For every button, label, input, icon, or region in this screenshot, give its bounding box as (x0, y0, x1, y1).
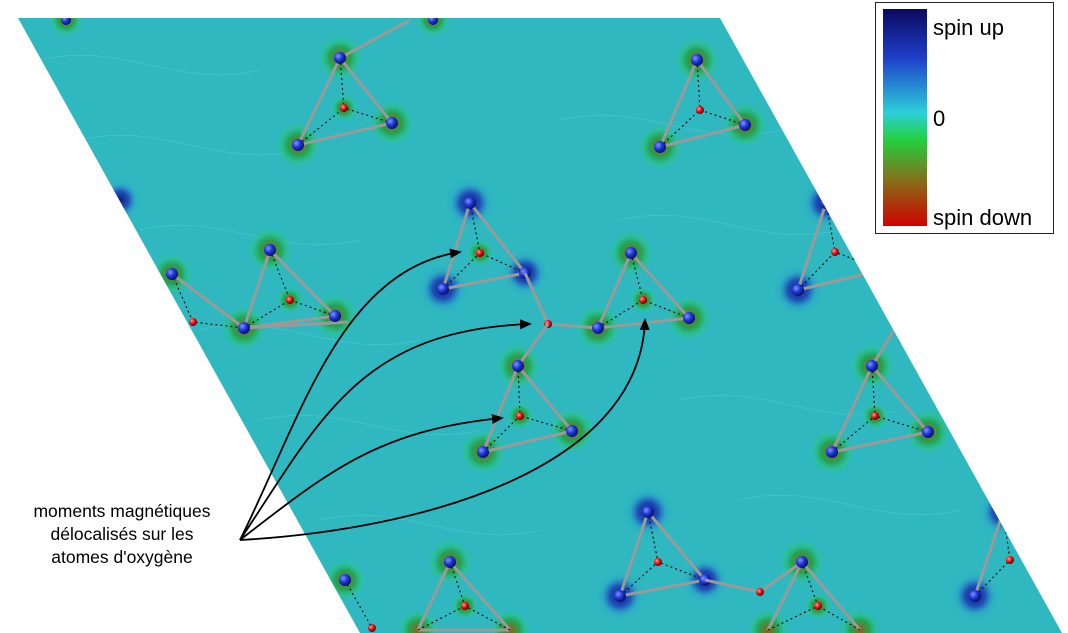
annotation-text: moments magnétiques délocalisés sur les … (2, 500, 242, 569)
legend-label-spin-down: spin down (933, 205, 1033, 230)
oxo-cluster (396, 538, 532, 633)
oxo-cluster (274, 18, 416, 169)
arrow-to-oxygen-1 (239, 248, 462, 541)
annotation-line-3: atomes d'oxygène (51, 547, 193, 567)
legend-label-spin-up: spin up (933, 15, 1004, 40)
legend-label-zero: 0 (933, 106, 946, 131)
oxo-cluster (636, 36, 769, 171)
oxo-cluster (808, 319, 952, 476)
color-legend: spin up 0 spin down (875, 2, 1054, 234)
annotation-line-2: délocalisés sur les (50, 524, 194, 544)
annotation-arrows (239, 248, 650, 541)
arrow-to-oxygen-2 (239, 319, 532, 541)
annotation-line-1: moments magnétiques (33, 501, 211, 521)
oxo-cluster (459, 323, 596, 476)
legend-color-bar (883, 9, 927, 226)
oxo-cluster (523, 229, 713, 352)
oxo-cluster (704, 538, 882, 633)
arrow-to-oxygen-3 (239, 414, 504, 541)
arrow-to-oxygen-4 (239, 318, 650, 541)
